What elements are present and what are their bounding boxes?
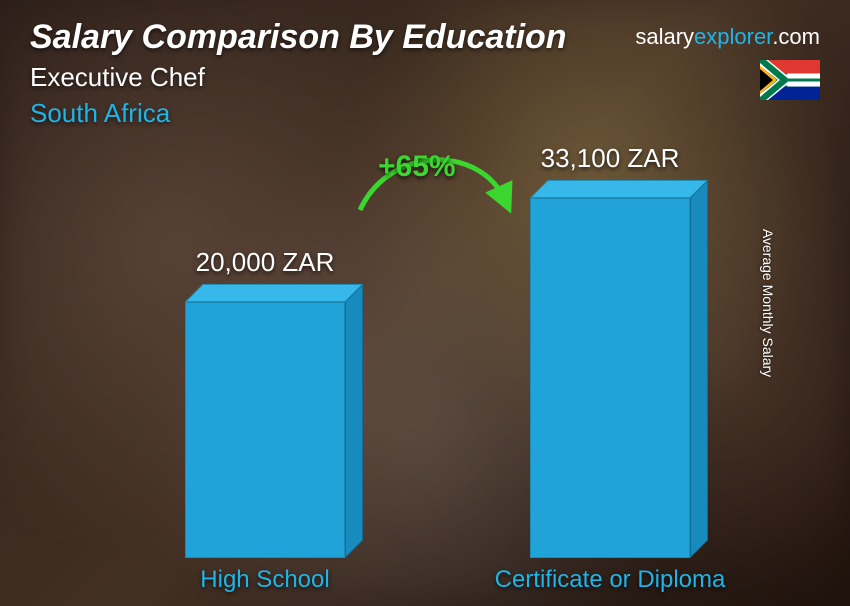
bar-shape bbox=[530, 198, 690, 558]
bar-top-face bbox=[185, 284, 363, 302]
bar-top-face bbox=[530, 180, 708, 198]
bar-side-face bbox=[690, 180, 708, 558]
bar-0 bbox=[185, 302, 345, 558]
bar-side-face bbox=[345, 284, 363, 558]
increase-percentage: +65% bbox=[378, 150, 456, 184]
bar-value-1: 33,100 ZAR bbox=[480, 143, 740, 174]
bar-front-face bbox=[185, 302, 345, 558]
increase-arrow-icon bbox=[0, 0, 850, 606]
bar-front-face bbox=[530, 198, 690, 558]
content-layer: Salary Comparison By Education Executive… bbox=[0, 0, 850, 606]
bar-label-0: High School bbox=[135, 566, 395, 594]
bar-label-1: Certificate or Diploma bbox=[480, 566, 740, 594]
bar-value-0: 20,000 ZAR bbox=[135, 247, 395, 278]
bar-shape bbox=[185, 302, 345, 558]
bar-1 bbox=[530, 198, 690, 558]
